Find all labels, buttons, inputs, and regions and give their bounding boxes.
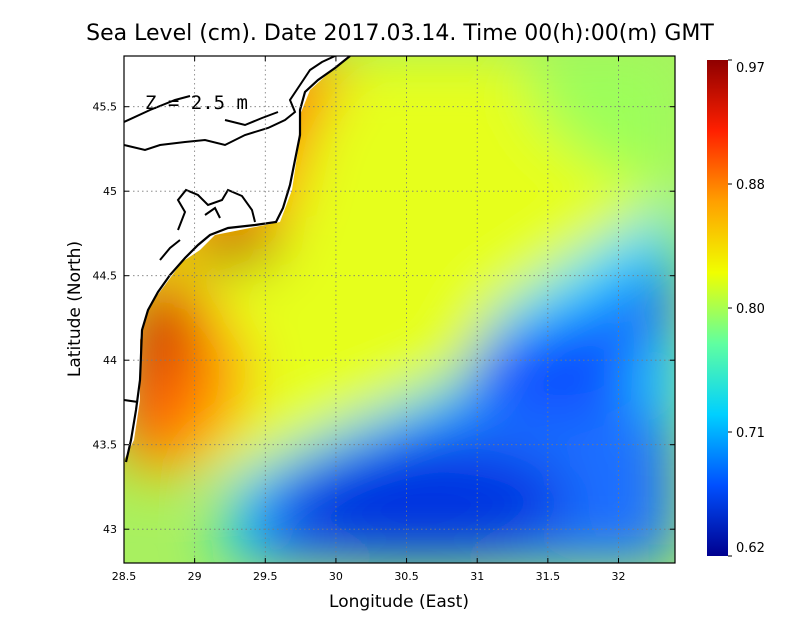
- field-max-coast: [140, 280, 190, 380]
- y-axis: 43 43.5 44 44.5 45 45.5: [93, 101, 675, 536]
- delta-coast: [124, 56, 336, 152]
- field-low-east: [470, 325, 650, 415]
- colorbar-tick-label: 0.80: [736, 302, 765, 317]
- x-tick-label: 30.5: [394, 570, 419, 583]
- field-low-center: [270, 445, 570, 555]
- river: [124, 95, 279, 127]
- grid-lines: [124, 56, 675, 563]
- y-tick-label: 45: [103, 185, 117, 198]
- y-tick-label: 44.5: [93, 270, 118, 283]
- land-mask: [124, 56, 350, 460]
- field-zone-green-northeast: [520, 56, 675, 200]
- x-tick-label: 30: [329, 570, 343, 583]
- colorbar-ticks: 0.97 0.88 0.80 0.71 0.62: [728, 59, 765, 557]
- x-tick-label: 31: [470, 570, 484, 583]
- chart-title: Sea Level (cm). Date 2017.03.14. Time 00…: [86, 21, 714, 46]
- depth-annotation: Z = 2.5 m: [145, 92, 248, 114]
- x-tick-label: 31.5: [536, 570, 561, 583]
- x-tick-label: 29: [188, 570, 202, 583]
- y-tick-label: 43: [103, 523, 117, 536]
- y-tick-label: 44: [103, 354, 117, 367]
- lagoon-coast: [124, 188, 256, 403]
- y-tick-label: 43.5: [93, 439, 118, 452]
- colorbar: [707, 60, 728, 556]
- colorbar-tick-label: 0.71: [736, 426, 765, 441]
- plot-area: [124, 56, 675, 563]
- y-axis-label: Latitude (North): [65, 241, 85, 377]
- x-tick-label: 28.5: [112, 570, 137, 583]
- field-cyan-east: [630, 340, 675, 420]
- plot-frame: [123, 55, 676, 564]
- x-tick-label: 29.5: [253, 570, 278, 583]
- x-axis-label: Longitude (East): [329, 592, 469, 612]
- x-tick-label: 32: [611, 570, 625, 583]
- y-tick-label: 45.5: [93, 101, 118, 114]
- colorbar-tick-label: 0.88: [736, 178, 765, 193]
- x-axis: 28.5 29 29.5 30 30.5 31 31.5 32: [112, 56, 625, 583]
- colorbar-tick-label: 0.62: [736, 541, 765, 556]
- colorbar-tick-label: 0.97: [736, 61, 765, 76]
